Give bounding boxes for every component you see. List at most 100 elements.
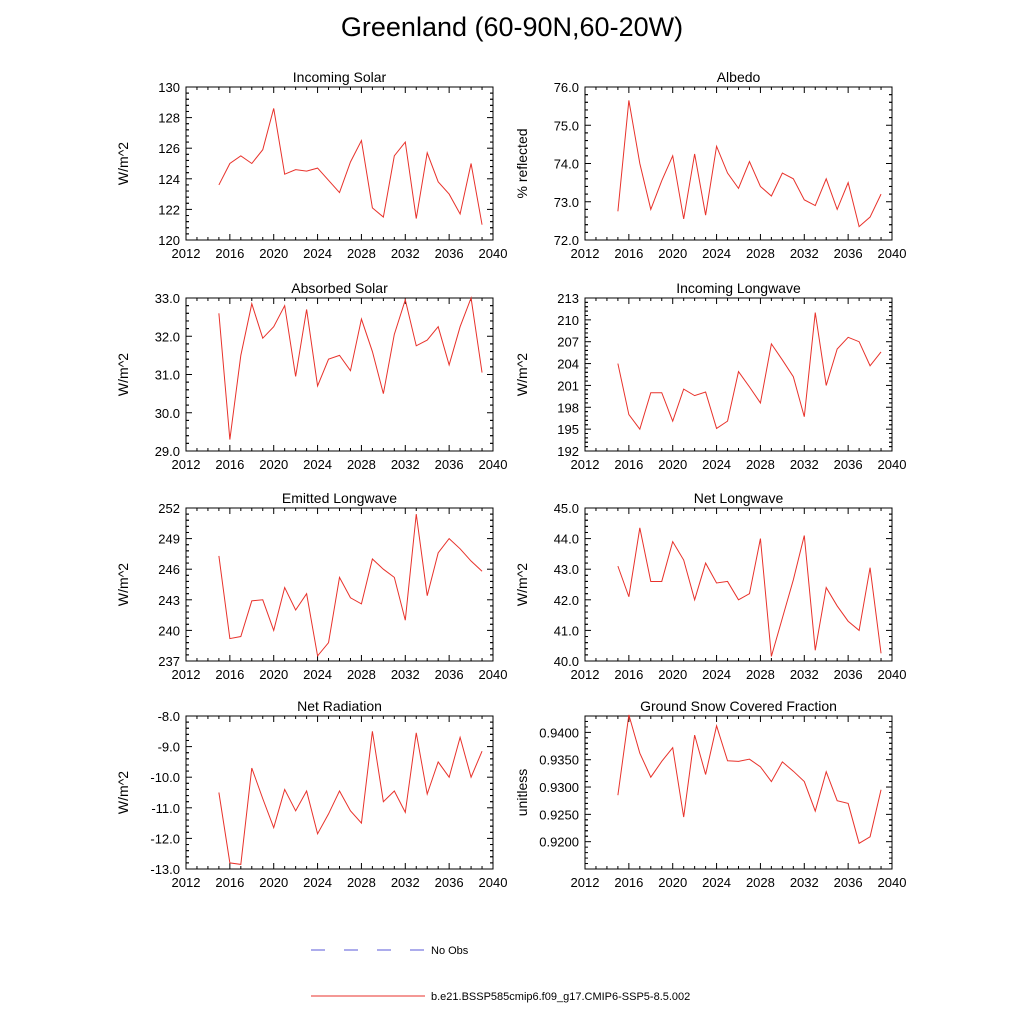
x-tick-label: 2028 bbox=[347, 875, 376, 890]
series-line bbox=[617, 100, 882, 228]
x-tick-label: 2032 bbox=[391, 667, 420, 682]
x-tick-label: 2016 bbox=[215, 875, 244, 890]
panel-net-longwave: Net Longwave 2012 2016 2020 2024 2028 2032 2036… bbox=[514, 490, 906, 682]
x-tick-label: 2012 bbox=[571, 875, 600, 890]
x-tick-label: 2016 bbox=[614, 457, 643, 472]
y-axis-label: W/m^2 bbox=[115, 353, 131, 396]
panel-title: Albedo bbox=[717, 69, 761, 85]
x-tick-label: 2032 bbox=[391, 457, 420, 472]
x-tick-label: 2028 bbox=[746, 457, 775, 472]
x-tick-label: 2028 bbox=[746, 246, 775, 261]
x-tick-label: 2036 bbox=[834, 457, 863, 472]
x-tick-label: 2032 bbox=[391, 246, 420, 261]
y-axis-label: W/m^2 bbox=[514, 353, 530, 396]
legend-group: No Obs b.e21.BSSP585cmip6.f09_g17.CMIP6-S… bbox=[311, 945, 690, 1003]
x-tick-label: 2024 bbox=[702, 246, 731, 261]
panel-title: Absorbed Solar bbox=[291, 280, 388, 296]
x-tick-label: 2028 bbox=[347, 246, 376, 261]
x-tick-label: 2032 bbox=[790, 457, 819, 472]
legend-label: No Obs bbox=[431, 945, 469, 957]
x-tick-label: 2016 bbox=[614, 246, 643, 261]
y-tick-label: 40.0 bbox=[554, 654, 579, 669]
y-tick-label: 122 bbox=[158, 202, 180, 217]
y-tick-label: 32.0 bbox=[155, 329, 180, 344]
y-tick-label: -11.0 bbox=[151, 801, 180, 816]
y-axis-label: % reflected bbox=[514, 128, 530, 198]
x-tick-label: 2016 bbox=[215, 246, 244, 261]
y-tick-label: 75.0 bbox=[554, 118, 579, 133]
series-line bbox=[218, 296, 483, 440]
y-tick-label: 42.0 bbox=[554, 593, 579, 608]
x-tick-label: 2016 bbox=[215, 457, 244, 472]
x-tick-label: 2040 bbox=[479, 457, 508, 472]
x-tick-label: 2016 bbox=[614, 875, 643, 890]
y-tick-label: -9.0 bbox=[158, 740, 180, 755]
x-tick-label: 2036 bbox=[435, 667, 464, 682]
x-tick-label: 2020 bbox=[259, 875, 288, 890]
figure-title: Greenland (60-90N,60-20W) bbox=[340, 12, 684, 42]
y-tick-label: 240 bbox=[158, 623, 180, 638]
panel-incoming-longwave: Incoming Longwave 2012 2016 2020 2024 2028 203… bbox=[514, 280, 906, 472]
series-line bbox=[218, 514, 483, 658]
x-tick-label: 2020 bbox=[658, 875, 687, 890]
y-tick-label: 43.0 bbox=[554, 562, 579, 577]
x-tick-label: 2012 bbox=[172, 875, 201, 890]
x-tick-label: 2036 bbox=[435, 875, 464, 890]
y-tick-label: 0.9300 bbox=[539, 780, 579, 795]
y-tick-label: 201 bbox=[557, 378, 579, 393]
x-tick-label: 2032 bbox=[391, 875, 420, 890]
y-tick-label: 30.0 bbox=[155, 406, 180, 421]
x-tick-label: 2036 bbox=[834, 246, 863, 261]
y-tick-label: 130 bbox=[158, 80, 180, 95]
x-tick-label: 2024 bbox=[303, 246, 332, 261]
y-tick-label: -13.0 bbox=[150, 862, 180, 877]
series-line bbox=[218, 108, 483, 225]
y-tick-label: 33.0 bbox=[155, 291, 180, 306]
x-tick-label: 2024 bbox=[702, 875, 731, 890]
x-tick-label: 2040 bbox=[878, 246, 907, 261]
plot-frame bbox=[584, 86, 893, 241]
x-tick-label: 2036 bbox=[834, 667, 863, 682]
x-tick-label: 2020 bbox=[259, 246, 288, 261]
x-tick-label: 2028 bbox=[746, 875, 775, 890]
x-tick-label: 2020 bbox=[259, 457, 288, 472]
y-tick-label: 29.0 bbox=[155, 444, 180, 459]
x-tick-label: 2040 bbox=[878, 457, 907, 472]
panel-title: Net Radiation bbox=[297, 698, 382, 714]
y-tick-label: 0.9250 bbox=[539, 807, 579, 822]
y-tick-label: 195 bbox=[557, 422, 579, 437]
y-axis-label: W/m^2 bbox=[115, 142, 131, 185]
x-tick-label: 2028 bbox=[347, 667, 376, 682]
panel-emitted-longwave: Emitted Longwave 2012 2016 2020 2024 2028 2032… bbox=[115, 490, 507, 682]
y-tick-label: 198 bbox=[557, 400, 579, 415]
x-tick-label: 2040 bbox=[479, 667, 508, 682]
y-tick-label: -10.0 bbox=[150, 770, 180, 785]
x-tick-label: 2032 bbox=[790, 246, 819, 261]
plot-frame bbox=[185, 715, 494, 870]
panel-net-radiation: Net Radiation 2012 2016 2020 2024 2028 2032 203… bbox=[115, 698, 507, 890]
x-tick-label: 2016 bbox=[614, 667, 643, 682]
y-tick-label: 128 bbox=[158, 111, 180, 126]
y-axis-label: W/m^2 bbox=[514, 563, 530, 606]
y-tick-label: 207 bbox=[557, 335, 579, 350]
y-axis-label: unitless bbox=[514, 769, 530, 816]
x-tick-label: 2040 bbox=[479, 246, 508, 261]
y-tick-label: -8.0 bbox=[158, 709, 180, 724]
y-tick-label: 246 bbox=[158, 562, 180, 577]
x-tick-label: 2024 bbox=[303, 457, 332, 472]
x-tick-label: 2024 bbox=[702, 457, 731, 472]
y-tick-label: 243 bbox=[158, 593, 180, 608]
panel-incoming-solar: Incoming Solar 2012 2016 2020 2024 2028 2032 20… bbox=[115, 69, 507, 261]
x-tick-label: 2012 bbox=[571, 457, 600, 472]
x-tick-label: 2012 bbox=[172, 246, 201, 261]
panel-albedo: Albedo 2012 2016 2020 2024 2028 2032 2036 2040 72… bbox=[514, 69, 906, 261]
y-tick-label: 0.9400 bbox=[539, 725, 579, 740]
y-tick-label: -12.0 bbox=[150, 831, 180, 846]
x-tick-label: 2036 bbox=[834, 875, 863, 890]
y-tick-label: 76.0 bbox=[554, 80, 579, 95]
x-tick-label: 2040 bbox=[878, 667, 907, 682]
x-tick-label: 2032 bbox=[790, 875, 819, 890]
legend-label: b.e21.BSSP585cmip6.f09_g17.CMIP6-SSP5-8.… bbox=[431, 991, 690, 1003]
y-tick-label: 73.0 bbox=[554, 195, 579, 210]
y-tick-label: 126 bbox=[158, 141, 180, 156]
